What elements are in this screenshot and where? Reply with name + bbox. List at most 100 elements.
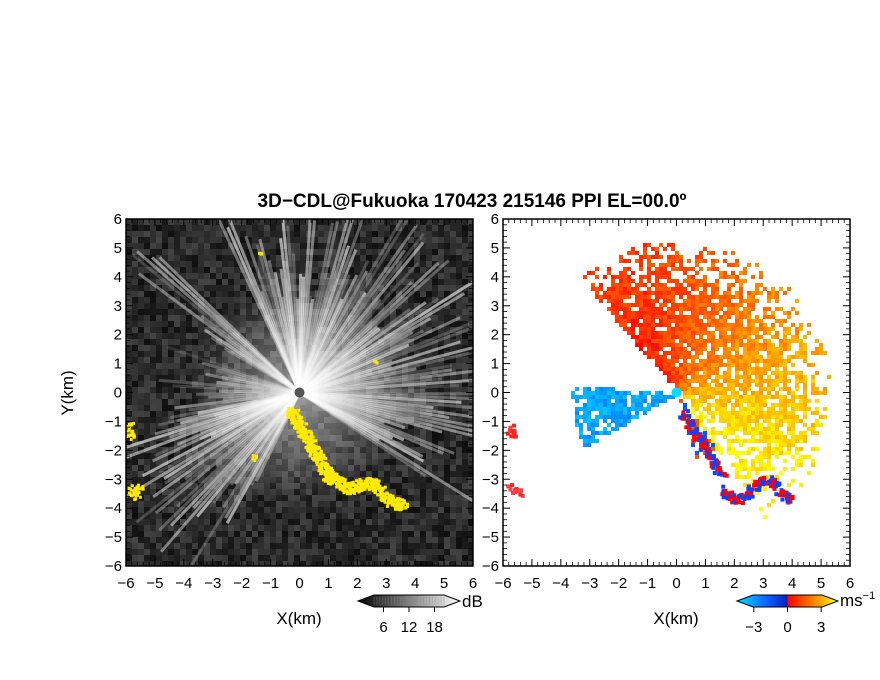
snr-noise-cell: [390, 453, 396, 459]
snr-noise-cell: [414, 333, 420, 339]
snr-noise-cell: [342, 285, 348, 291]
snr-noise-cell: [180, 291, 186, 297]
snr-noise-cell: [156, 549, 162, 555]
snr-noise-cell: [432, 255, 438, 261]
snr-noise-cell: [132, 285, 138, 291]
snr-noise-cell: [342, 525, 348, 531]
velocity-pixel: [619, 271, 623, 275]
snr-noise-cell: [198, 549, 204, 555]
snr-noise-cell: [294, 219, 300, 225]
snr-noise-cell: [150, 423, 156, 429]
velocity-pixel: [719, 299, 723, 303]
velocity-pixel: [703, 343, 707, 347]
velocity-pixel: [735, 319, 739, 323]
snr-noise-cell: [144, 285, 150, 291]
snr-noise-cell: [426, 267, 432, 273]
snr-noise-cell: [414, 489, 420, 495]
snr-echo-ray: [176, 391, 301, 508]
snr-noise-cell: [462, 231, 468, 237]
snr-noise-cell: [234, 261, 240, 267]
snr-noise-cell: [168, 291, 174, 297]
snr-noise-cell: [288, 513, 294, 519]
snr-noise-cell: [168, 489, 174, 495]
snr-overlay-pixel: [312, 444, 316, 448]
snr-noise-cell: [426, 315, 432, 321]
snr-noise-cell: [390, 483, 396, 489]
snr-noise-cell: [264, 273, 270, 279]
snr-noise-cell: [444, 477, 450, 483]
snr-noise-cell: [264, 513, 270, 519]
velocity-pixel: [755, 343, 759, 347]
snr-noise-cell: [468, 369, 473, 375]
velocity-pixel: [599, 283, 603, 287]
snr-overlay-pixel: [324, 462, 328, 466]
velocity-pixel: [627, 319, 631, 323]
snr-noise-cell: [444, 441, 450, 447]
snr-noise-cell: [264, 231, 270, 237]
snr-noise-cell: [420, 369, 426, 375]
snr-noise-cell: [306, 513, 312, 519]
snr-echo-ray: [195, 391, 300, 396]
snr-noise-cell: [450, 549, 456, 555]
snr-noise-cell: [222, 231, 228, 237]
velocity-pixel: [755, 347, 759, 351]
velocity-pixel: [691, 303, 695, 307]
snr-noise-cell: [450, 243, 456, 249]
velocity-pixel: [679, 303, 683, 307]
velocity-pixel: [615, 311, 619, 315]
snr-noise-cell: [300, 543, 306, 549]
snr-noise-cell: [168, 315, 174, 321]
snr-noise-cell: [420, 273, 426, 279]
snr-noise-cell: [150, 369, 156, 375]
snr-noise-cell: [408, 303, 414, 309]
snr-echo-ray: [298, 391, 473, 503]
velocity-pixel: [759, 291, 763, 295]
snr-overlay-pixel: [389, 498, 393, 502]
snr-noise-cell: [312, 561, 318, 566]
snr-noise-cell: [462, 387, 468, 393]
velocity-pixel: [595, 267, 599, 271]
snr-noise-cell: [204, 465, 210, 471]
velocity-pixel: [723, 323, 727, 327]
snr-noise-cell: [186, 279, 192, 285]
snr-noise-cell: [192, 315, 198, 321]
snr-overlay-pixel: [338, 487, 342, 491]
velocity-pixel: [803, 347, 807, 351]
velocity-pixel: [703, 247, 707, 251]
snr-noise-cell: [150, 531, 156, 537]
snr-noise-cell: [462, 411, 468, 417]
snr-noise-cell: [126, 549, 132, 555]
snr-noise-cell: [192, 447, 198, 453]
snr-noise-cell: [426, 537, 432, 543]
velocity-pixel: [695, 311, 699, 315]
velocity-pixel: [655, 255, 659, 259]
snr-noise-cell: [138, 417, 144, 423]
snr-echo-ray: [298, 219, 404, 394]
snr-noise-cell: [420, 309, 426, 315]
velocity-pixel: [671, 295, 675, 299]
velocity-pixel: [755, 291, 759, 295]
snr-noise-cell: [420, 363, 426, 369]
snr-noise-cell: [276, 555, 282, 561]
snr-noise-cell: [222, 513, 228, 519]
snr-noise-cell: [138, 357, 144, 363]
snr-noise-cell: [348, 273, 354, 279]
snr-noise-cell: [156, 363, 162, 369]
snr-noise-cell: [132, 219, 138, 225]
snr-noise-cell: [180, 231, 186, 237]
snr-noise-cell: [162, 405, 168, 411]
snr-echo-ray: [158, 391, 301, 532]
snr-overlay-pixel: [387, 496, 391, 500]
snr-noise-cell: [300, 501, 306, 507]
snr-y-tick-label: −1: [105, 413, 122, 430]
snr-noise-cell: [378, 273, 384, 279]
snr-noise-cell: [186, 525, 192, 531]
snr-noise-cell: [438, 483, 444, 489]
snr-overlay-pixel: [385, 496, 389, 500]
snr-noise-cell: [354, 255, 360, 261]
snr-noise-cell: [300, 249, 306, 255]
velocity-pixel: [667, 263, 671, 267]
snr-noise-cell: [330, 519, 336, 525]
snr-noise-cell: [138, 477, 144, 483]
velocity-pixel: [767, 307, 771, 311]
